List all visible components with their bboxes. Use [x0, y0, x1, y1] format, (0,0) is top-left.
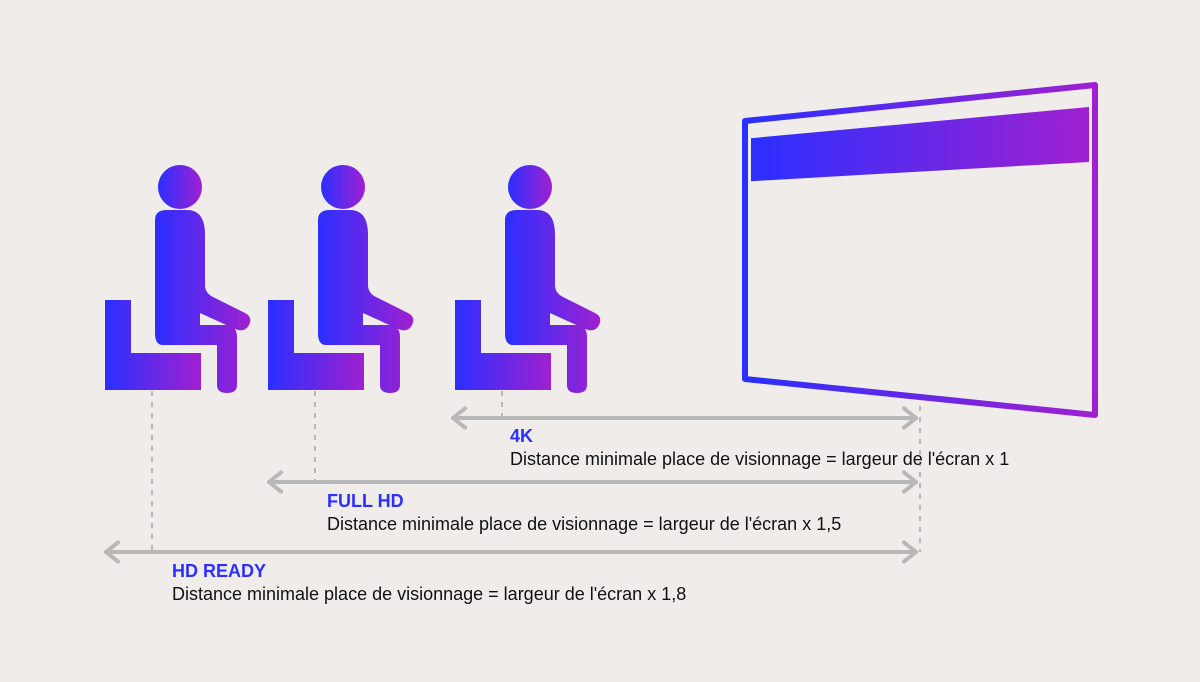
distance-label-title: HD READY: [172, 560, 686, 583]
distance-label: FULL HDDistance minimale place de vision…: [327, 490, 841, 535]
distance-label-desc: Distance minimale place de visionnage = …: [172, 583, 686, 606]
seated-persons: [105, 165, 600, 393]
distance-label: 4KDistance minimale place de visionnage …: [510, 425, 1009, 470]
distance-label-desc: Distance minimale place de visionnage = …: [510, 448, 1009, 471]
distance-label-desc: Distance minimale place de visionnage = …: [327, 513, 841, 536]
distance-label: HD READYDistance minimale place de visio…: [172, 560, 686, 605]
distance-label-title: 4K: [510, 425, 1009, 448]
distance-label-title: FULL HD: [327, 490, 841, 513]
